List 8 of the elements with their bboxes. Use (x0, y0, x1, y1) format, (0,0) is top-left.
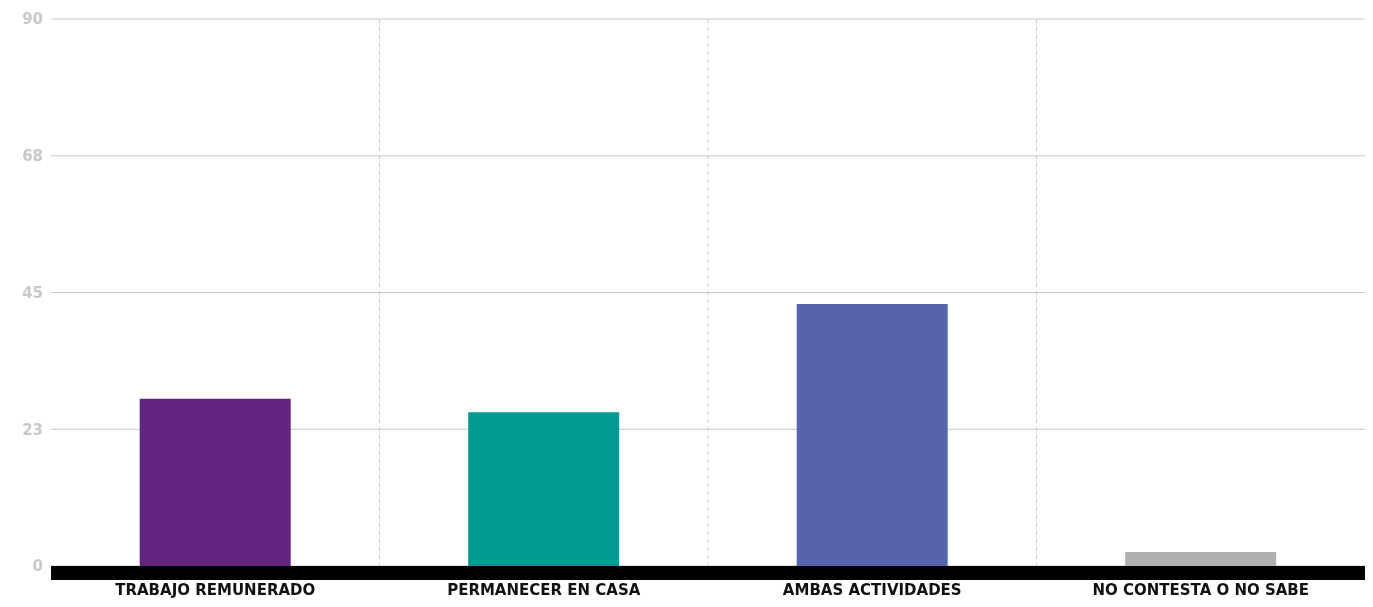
bar (468, 412, 620, 566)
x-tick-label: AMBAS ACTIVIDADES (782, 580, 962, 599)
x-tick-label: NO CONTESTA O NO SABE (1092, 580, 1310, 599)
bar (1125, 552, 1277, 566)
bar (139, 398, 291, 566)
x-tick-label: TRABAJO REMUNERADO (115, 580, 316, 599)
bar (796, 304, 948, 566)
x-tick-label: PERMANECER EN CASA (447, 580, 641, 599)
